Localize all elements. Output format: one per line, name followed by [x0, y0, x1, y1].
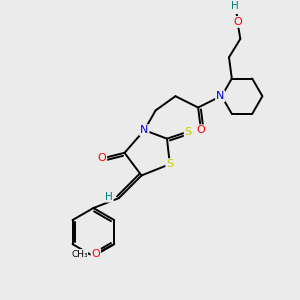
Text: O: O: [233, 17, 242, 27]
Text: O: O: [196, 125, 205, 135]
Text: S: S: [185, 127, 192, 136]
Text: S: S: [166, 159, 173, 169]
Text: H: H: [231, 2, 239, 11]
Text: O: O: [92, 249, 100, 259]
Text: H: H: [105, 192, 113, 202]
Text: CH₃: CH₃: [71, 250, 88, 259]
Text: N: N: [216, 91, 224, 101]
Text: O: O: [98, 154, 106, 164]
Text: N: N: [140, 125, 148, 135]
